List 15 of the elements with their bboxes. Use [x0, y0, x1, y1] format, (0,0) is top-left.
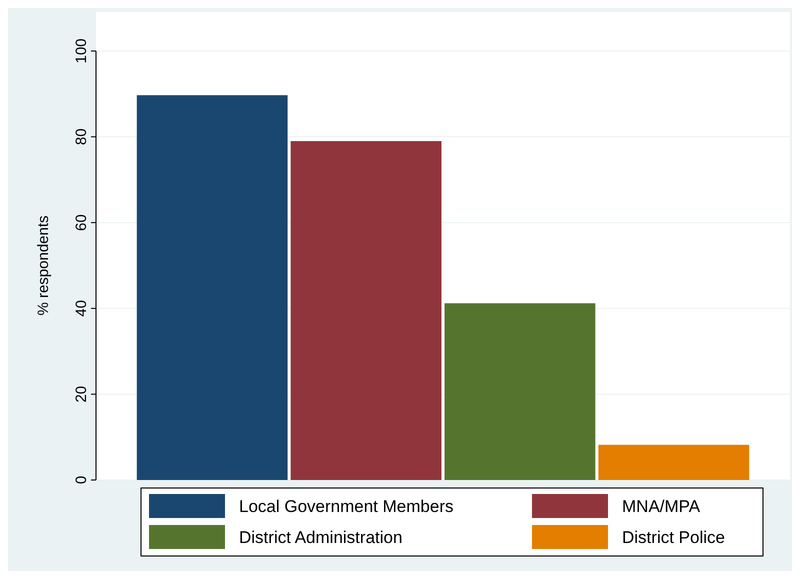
bar: [444, 303, 596, 480]
y-tick-label: 80: [73, 128, 90, 146]
bar: [290, 141, 442, 480]
y-axis-title: % respondents: [35, 215, 52, 316]
legend-label: District Police: [622, 528, 725, 547]
y-tick-label: 0: [73, 476, 90, 484]
y-tick-label: 100: [73, 38, 90, 64]
y-tick-label: 20: [73, 386, 90, 403]
y-tick-label: 40: [73, 300, 90, 317]
legend-label: District Administration: [239, 528, 402, 547]
bar: [598, 444, 750, 480]
legend-label: MNA/MPA: [622, 497, 701, 516]
y-tick-label: 60: [73, 214, 90, 231]
legend-label: Local Government Members: [239, 497, 454, 516]
bar: [136, 95, 288, 480]
